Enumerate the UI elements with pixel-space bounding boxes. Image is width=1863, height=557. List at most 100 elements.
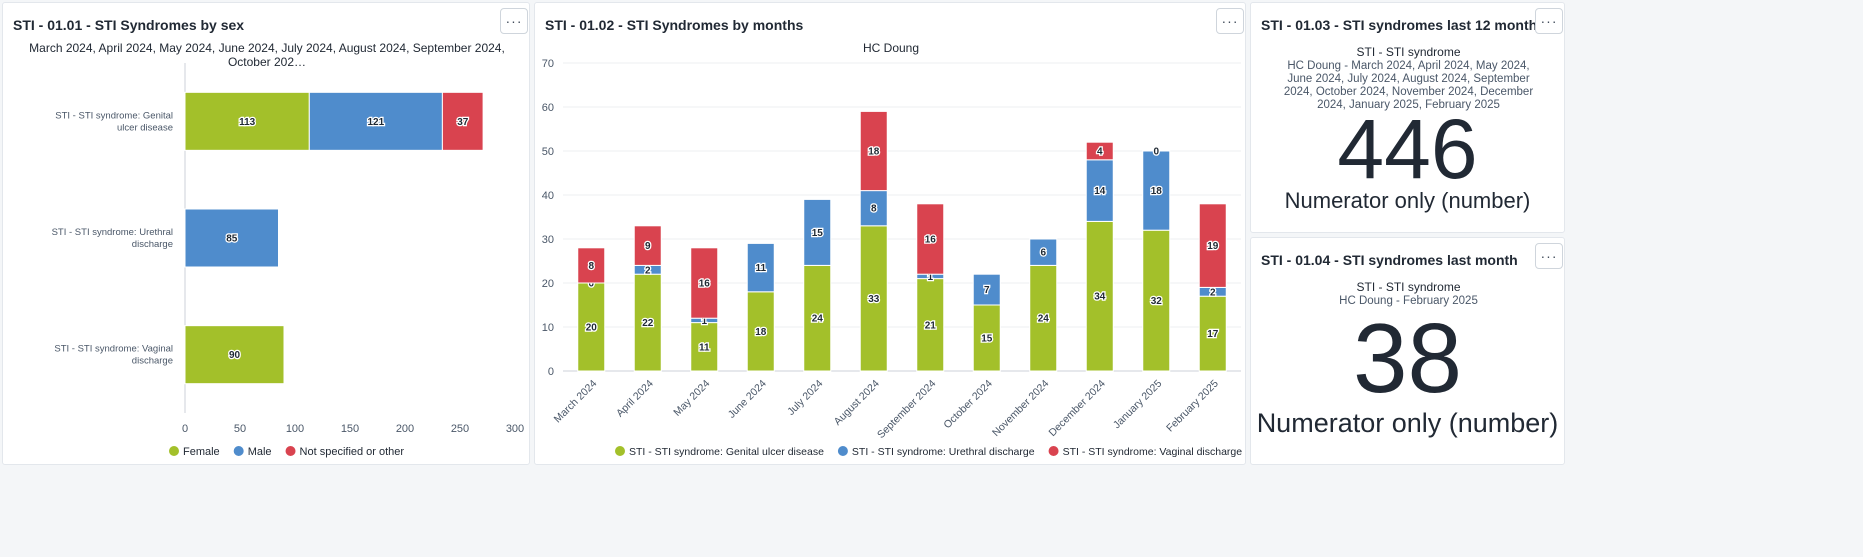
bar-segment [916,203,945,275]
x-tick-label: July 2024 [785,378,825,418]
y-tick-label: 20 [542,278,554,290]
x-tick-label: 50 [234,423,246,435]
single-value-number: 446 [1337,102,1478,196]
data-label: 7 [984,285,990,296]
data-label: 22 [642,318,654,329]
bar-segment [803,198,832,266]
data-label: 37 [457,117,469,128]
single-value-title: STI - STI syndrome [1356,280,1461,294]
legend-swatch [285,446,296,456]
chart-subtitle: March 2024, April 2024, May 2024, June 2… [29,41,505,69]
x-tick-label: May 2024 [671,378,712,419]
single-value-caption: Numerator only (number) [1284,188,1531,213]
y-tick-label: 70 [542,58,554,70]
legend-label: STI - STI syndrome: Urethral discharge [852,446,1035,458]
x-tick-label: September 2024 [875,378,938,441]
x-tick-label: January 2025 [1111,378,1165,432]
panel-syndromes-by-sex: STI - 01.01 - STI Syndromes by sex ··· M… [2,2,530,465]
x-tick-label: August 2024 [832,378,882,428]
x-tick-label: 300 [506,423,524,435]
legend-swatch [837,446,848,456]
legend-label: STI - STI syndrome: Genital ulcer diseas… [629,446,824,458]
data-label: 6 [1040,248,1046,259]
bar-segment [1029,264,1058,372]
panel-last-12-months: STI - 01.03 - STI syndromes last 12 mont… [1250,2,1565,233]
legend-swatch [1048,446,1059,456]
sex-bar-chart: 0 50 100 150 200 250 300 STI - STI syndrome: Ge… [52,63,524,458]
panel-last-month: STI - 01.04 - STI syndromes last month ·… [1250,237,1565,465]
data-label: 11 [699,342,710,353]
data-label: 11 [755,263,766,274]
data-label: 18 [1151,186,1163,197]
data-label: 33 [868,294,880,305]
chart-subtitle: HC Doung [862,41,920,55]
bar-segment [577,247,606,284]
panel-title: STI - 01.04 - STI syndromes last month [1261,252,1518,268]
bar-segment [633,225,662,266]
legend-swatch [233,446,244,456]
data-label: 8 [588,261,594,272]
x-tick-label: February 2025 [1164,378,1221,435]
panel-menu-button[interactable]: ··· [1535,243,1563,269]
x-tick-label: 100 [286,423,304,435]
category-label: STI - STI syndrome: Vaginal discharge [54,344,173,367]
data-label: 24 [1038,314,1050,325]
bar-segment [184,91,310,151]
y-tick-label: 30 [542,234,554,246]
bar-segment [308,91,443,151]
data-label: 1 [927,272,933,283]
data-label: 2 [645,265,651,276]
data-label: 18 [755,327,767,338]
x-tick-label: April 2024 [614,378,656,420]
data-label: 21 [925,320,937,331]
bar-segment [577,282,606,372]
bar-segment [441,91,484,151]
y-tick-label: 40 [542,190,554,202]
single-value-subtitle: HC Doung - February 2025 [1339,295,1478,307]
data-label: 9 [645,241,651,252]
data-label: 16 [925,235,937,246]
panel-title: STI - 01.02 - STI Syndromes by months [545,17,804,33]
data-label: 34 [1094,292,1106,303]
data-label: 19 [1207,241,1219,252]
panel-menu-button[interactable]: ··· [500,8,528,34]
single-value-number: 38 [1352,303,1462,413]
data-label: 1 [701,316,707,327]
bar-segment [1085,220,1114,372]
bar-segment [1085,141,1114,161]
panel-syndromes-by-months: STI - 01.02 - STI Syndromes by months ··… [534,2,1246,465]
x-tick-label: 250 [451,423,469,435]
data-label: 4 [1097,147,1103,158]
bar-segment [916,278,945,372]
single-value-title: STI - STI syndrome [1356,45,1461,59]
x-tick-label: October 2024 [941,378,995,432]
x-tick-label: 200 [396,423,414,435]
data-label: 24 [812,314,824,325]
legend-label: Female [183,446,220,458]
x-tick-label: 0 [182,423,188,435]
data-label: 85 [226,234,238,245]
bar-segment [1142,150,1171,231]
x-tick-label: March 2024 [552,378,600,426]
data-label: 8 [871,204,877,215]
bar-segment [746,291,775,372]
category-label: STI - STI syndrome: Genital ulcer disease [55,110,173,133]
legend-label: Not specified or other [300,446,405,458]
data-label: 16 [699,279,711,290]
data-label: 90 [229,350,241,361]
bar-segment [690,247,719,319]
panel-menu-button[interactable]: ··· [1535,8,1563,34]
data-label: 14 [1094,186,1106,197]
panel-title: STI - 01.03 - STI syndromes last 12 mont… [1261,17,1545,33]
bar-segment [1198,203,1227,288]
data-label: 15 [812,228,824,239]
bar-segment [746,242,775,293]
x-tick-label: 150 [341,423,359,435]
data-label: 113 [239,117,256,128]
legend-swatch [169,446,179,456]
panel-menu-button[interactable]: ··· [1216,8,1244,34]
data-label: 17 [1207,329,1219,340]
y-tick-label: 50 [542,146,554,158]
bar-segment [1142,229,1171,372]
